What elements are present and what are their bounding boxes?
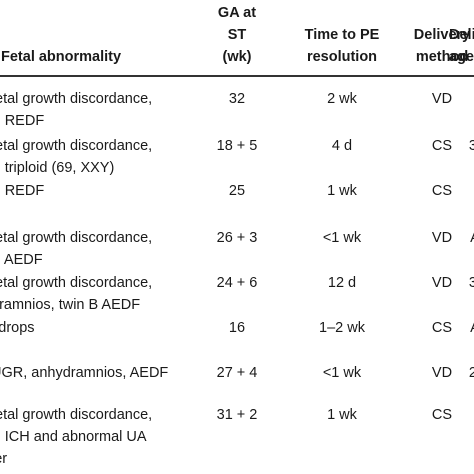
header-delivery-line1: Delivery bbox=[413, 27, 471, 43]
pe-resolution-cell: <1 wk bbox=[322, 230, 362, 246]
abnormality-line: fetal growth discordance, bbox=[0, 230, 153, 246]
abnormality-line: fetal growth discordance, bbox=[0, 407, 153, 423]
abnormality-line: ydrops bbox=[0, 320, 35, 336]
delivery-method-cell: VD bbox=[431, 365, 453, 381]
header-pe-line2: resolution bbox=[306, 49, 378, 65]
delivery-age-cell: At bbox=[447, 227, 474, 249]
pe-resolution-cell: 2 wk bbox=[327, 91, 357, 107]
abnormality-line: fetal growth discordance, bbox=[0, 91, 153, 107]
delivery-method-cell: VD bbox=[431, 91, 453, 107]
header-rule bbox=[0, 75, 474, 77]
delivery-age-cell: At bbox=[447, 317, 474, 339]
header-delivery-line2: method bbox=[415, 49, 469, 65]
ga-cell: 32 bbox=[228, 91, 246, 107]
abnormality-line: B AEDF bbox=[0, 252, 43, 268]
ga-cell: 27 + 4 bbox=[216, 365, 258, 381]
delivery-age-cell: 37 bbox=[468, 138, 474, 154]
header-ga-line3: (wk) bbox=[222, 49, 252, 65]
abnormality-line: B REDF bbox=[0, 113, 45, 129]
delivery-method-cell: CS bbox=[431, 320, 453, 336]
header-ga-line1: GA at bbox=[217, 5, 257, 21]
abnormality-line: B ICH and abnormal UA bbox=[0, 429, 147, 445]
pe-resolution-cell: <1 wk bbox=[322, 365, 362, 381]
header-ga-line2: ST bbox=[227, 27, 247, 43]
delivery-method-cell: VD bbox=[431, 275, 453, 291]
abnormality-line: dramnios, twin B AEDF bbox=[0, 297, 141, 313]
ga-cell: 18 + 5 bbox=[216, 138, 258, 154]
pe-resolution-cell: 4 d bbox=[331, 138, 353, 154]
abnormality-line: UGR, anhydramnios, AEDF bbox=[0, 365, 169, 381]
ga-cell: 31 + 2 bbox=[216, 407, 258, 423]
ga-cell: 26 + 3 bbox=[216, 230, 258, 246]
pe-resolution-cell: 1 wk bbox=[327, 407, 357, 423]
header-fetal-abnormality: Fetal abnormality bbox=[1, 49, 122, 65]
delivery-age-cell: 34 bbox=[468, 275, 474, 291]
abnormality-line: B triploid (69, XXY) bbox=[0, 160, 115, 176]
delivery-method-cell: CS bbox=[431, 407, 453, 423]
abnormality-line: fetal growth discordance, bbox=[0, 138, 153, 154]
header-age-line2: age bbox=[449, 49, 474, 65]
abnormality-line: B REDF bbox=[0, 183, 45, 199]
pe-resolution-cell: 1 wk bbox=[327, 183, 357, 199]
delivery-method-cell: CS bbox=[431, 183, 453, 199]
delivery-method-cell: VD bbox=[431, 230, 453, 246]
ga-cell: 25 bbox=[228, 183, 246, 199]
pe-resolution-cell: 1–2 wk bbox=[319, 320, 365, 336]
header-age-line1: Deli bbox=[449, 27, 474, 43]
header-pe-line1: Time to PE bbox=[304, 27, 380, 43]
delivery-method-cell: CS bbox=[431, 138, 453, 154]
abnormality-line: fetal growth discordance, bbox=[0, 275, 153, 291]
delivery-age-cell: 29 bbox=[468, 365, 474, 381]
ga-cell: 24 + 6 bbox=[216, 275, 258, 291]
pe-resolution-cell: 12 d bbox=[327, 275, 357, 291]
abnormality-line: ler bbox=[0, 451, 8, 467]
ga-cell: 16 bbox=[228, 320, 246, 336]
